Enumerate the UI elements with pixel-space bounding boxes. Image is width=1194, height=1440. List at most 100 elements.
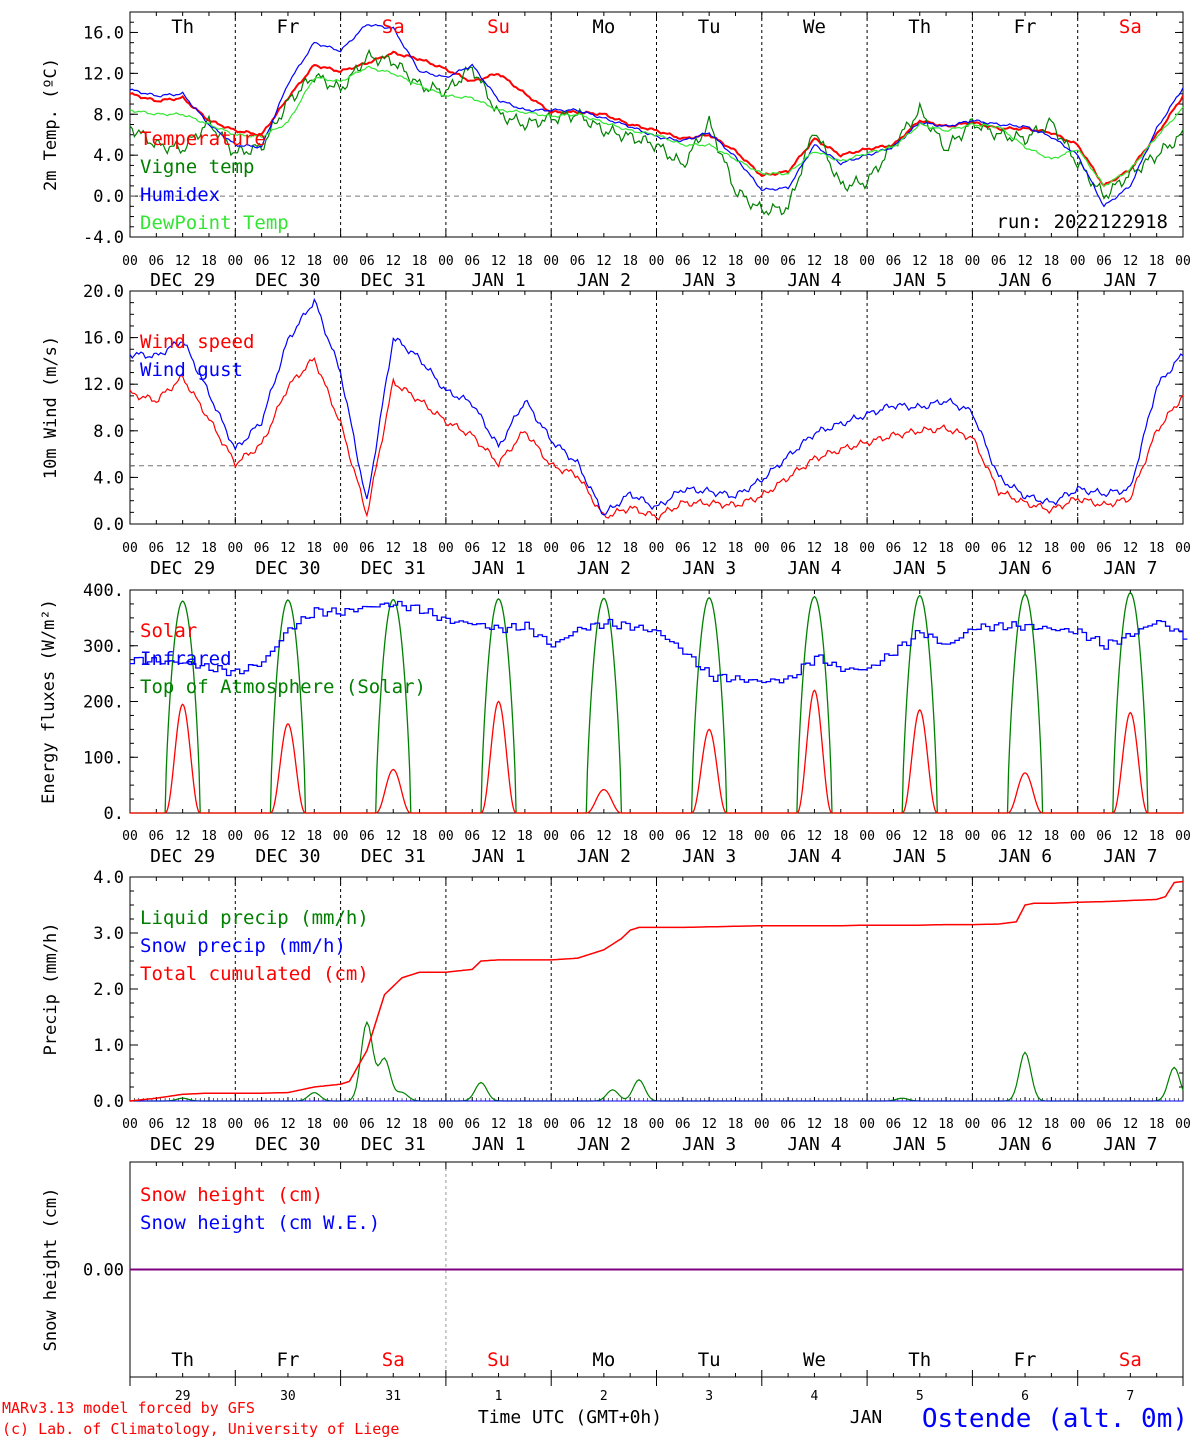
panel3-hour-label: 06 — [254, 829, 270, 844]
panel1-hour-label: 00 — [859, 254, 875, 269]
panel2-hour-label: 00 — [438, 541, 454, 556]
panel1-series-vigne-temp — [129, 48, 1184, 216]
panel3-hour-label: 18 — [201, 829, 217, 844]
panel2-hour-label: 00 — [543, 541, 559, 556]
panel1-hour-label: 06 — [359, 254, 375, 269]
panel2-date-label: JAN 3 — [682, 558, 736, 579]
panel4-hour-label: 12 — [807, 1117, 823, 1132]
panel3-y-tick-label: 100. — [83, 748, 124, 768]
panel3-date-label: JAN 2 — [577, 846, 631, 867]
panel4-hour-label: 06 — [886, 1117, 902, 1132]
day-number-label: 1 — [495, 1389, 503, 1404]
panel3-hour-label: 12 — [280, 829, 296, 844]
day-number-label: 3 — [705, 1389, 713, 1404]
panel2-y-tick-label: 16.0 — [83, 329, 124, 349]
panel1-hour-label: 18 — [1149, 254, 1165, 269]
panel3-hour-label: 12 — [912, 829, 928, 844]
panel2-hour-label: 12 — [1017, 541, 1033, 556]
panel3-hour-label: 18 — [412, 829, 428, 844]
panel2-hour-label: 18 — [622, 541, 638, 556]
panel2-date-label: DEC 30 — [255, 558, 320, 579]
panel4-hour-label: 00 — [227, 1117, 243, 1132]
panel1-hour-label: 18 — [412, 254, 428, 269]
panel3-hour-label: 00 — [859, 829, 875, 844]
panel3-hour-label: 00 — [965, 829, 981, 844]
panel1-hour-label: 06 — [675, 254, 691, 269]
panel3-date-label: DEC 31 — [361, 846, 426, 867]
panel2-hour-label: 00 — [227, 541, 243, 556]
weekday-label-top: We — [803, 16, 826, 38]
panel4-hour-label: 06 — [464, 1117, 480, 1132]
panel1-y-axis-label: 2m Temp. (ºC) — [41, 58, 61, 191]
panel1-y-tick-label: 0.0 — [93, 187, 124, 207]
panel2-date-label: JAN 6 — [998, 558, 1052, 579]
panel4-hour-label: 06 — [148, 1117, 164, 1132]
panel5-y-tick-label: 0.00 — [83, 1261, 124, 1281]
panel1-date-label: JAN 3 — [682, 270, 736, 291]
panel4-y-tick-label: 4.0 — [93, 868, 124, 888]
panel4-date-label: DEC 29 — [150, 1134, 215, 1155]
weekday-label-top: Fr — [277, 16, 300, 38]
panel1-series-dewpoint-temp — [129, 65, 1184, 187]
day-number-label: 30 — [280, 1389, 296, 1404]
panel3-hour-label: 12 — [807, 829, 823, 844]
panel1-hour-label: 00 — [965, 254, 981, 269]
panel4-hour-label: 06 — [675, 1117, 691, 1132]
panel3-hour-label: 00 — [754, 829, 770, 844]
panel1-hour-label: 12 — [807, 254, 823, 269]
panel4-hour-label: 18 — [412, 1117, 428, 1132]
panel3-legend-top-of-atmosphere-solar-: Top of Atmosphere (Solar) — [140, 676, 426, 698]
panel1-hour-label: 18 — [517, 254, 533, 269]
day-number-label: 5 — [916, 1389, 924, 1404]
panel3-hour-label: 00 — [1175, 829, 1191, 844]
panel3-frame — [129, 589, 1184, 814]
panel1-hour-label: 00 — [649, 254, 665, 269]
panel2-legend-wind-gust: Wind gust — [140, 359, 243, 381]
panel3-hour-label: 12 — [175, 829, 191, 844]
panel4-hour-label: 00 — [438, 1117, 454, 1132]
weekday-label-bottom: Th — [171, 1349, 194, 1371]
panel3-hour-label: 12 — [1017, 829, 1033, 844]
weekday-label-top: Sa — [382, 16, 405, 38]
panel1-hour-label: 06 — [886, 254, 902, 269]
panel4-hour-label: 18 — [306, 1117, 322, 1132]
panel4-legend-liquid-precip-mm-h-: Liquid precip (mm/h) — [140, 907, 369, 929]
day-number-label: 4 — [811, 1389, 819, 1404]
panel2-series-wind-gust — [129, 297, 1184, 516]
panel3-hour-label: 18 — [728, 829, 744, 844]
panel4-hour-label: 00 — [333, 1117, 349, 1132]
panel2-hour-label: 06 — [464, 541, 480, 556]
panel1-series-humidex — [129, 23, 1184, 208]
panel2-hour-label: 06 — [254, 541, 270, 556]
panel2-date-label: JAN 7 — [1103, 558, 1157, 579]
panel4-series-total-cumulated — [129, 880, 1184, 1102]
panel2-hour-label: 06 — [780, 541, 796, 556]
panel4-hour-label: 18 — [201, 1117, 217, 1132]
panel3-hour-label: 06 — [780, 829, 796, 844]
panel2-hour-label: 06 — [359, 541, 375, 556]
panel2-hour-label: 00 — [1070, 541, 1086, 556]
footer-model-credit: MARv3.13 model forced by GFS — [2, 1399, 255, 1417]
panel4-hour-label: 12 — [1017, 1117, 1033, 1132]
panel4-hour-label: 06 — [1096, 1117, 1112, 1132]
weekday-label-bottom: Sa — [382, 1349, 405, 1371]
panel2-y-tick-label: 4.0 — [93, 468, 124, 488]
panel1-date-label: DEC 30 — [255, 270, 320, 291]
panel4-date-label: DEC 30 — [255, 1134, 320, 1155]
panel1-hour-label: 12 — [701, 254, 717, 269]
panel1-legend-temperature: Temperature — [140, 128, 266, 150]
panel1-hour-label: 06 — [148, 254, 164, 269]
panel4-date-label: JAN 6 — [998, 1134, 1052, 1155]
weekday-label-bottom: Fr — [277, 1349, 300, 1371]
panel2-y-tick-label: 0.0 — [93, 515, 124, 535]
panel4-hour-label: 00 — [1175, 1117, 1191, 1132]
weekday-label-top: Th — [908, 16, 931, 38]
panel4-hour-label: 12 — [1123, 1117, 1139, 1132]
panel2-hour-label: 12 — [385, 541, 401, 556]
panel3-hour-label: 00 — [543, 829, 559, 844]
panel2-y-tick-label: 12.0 — [83, 375, 124, 395]
panel4-hour-label: 12 — [912, 1117, 928, 1132]
panel1-hour-label: 12 — [596, 254, 612, 269]
panel2-hour-label: 12 — [701, 541, 717, 556]
